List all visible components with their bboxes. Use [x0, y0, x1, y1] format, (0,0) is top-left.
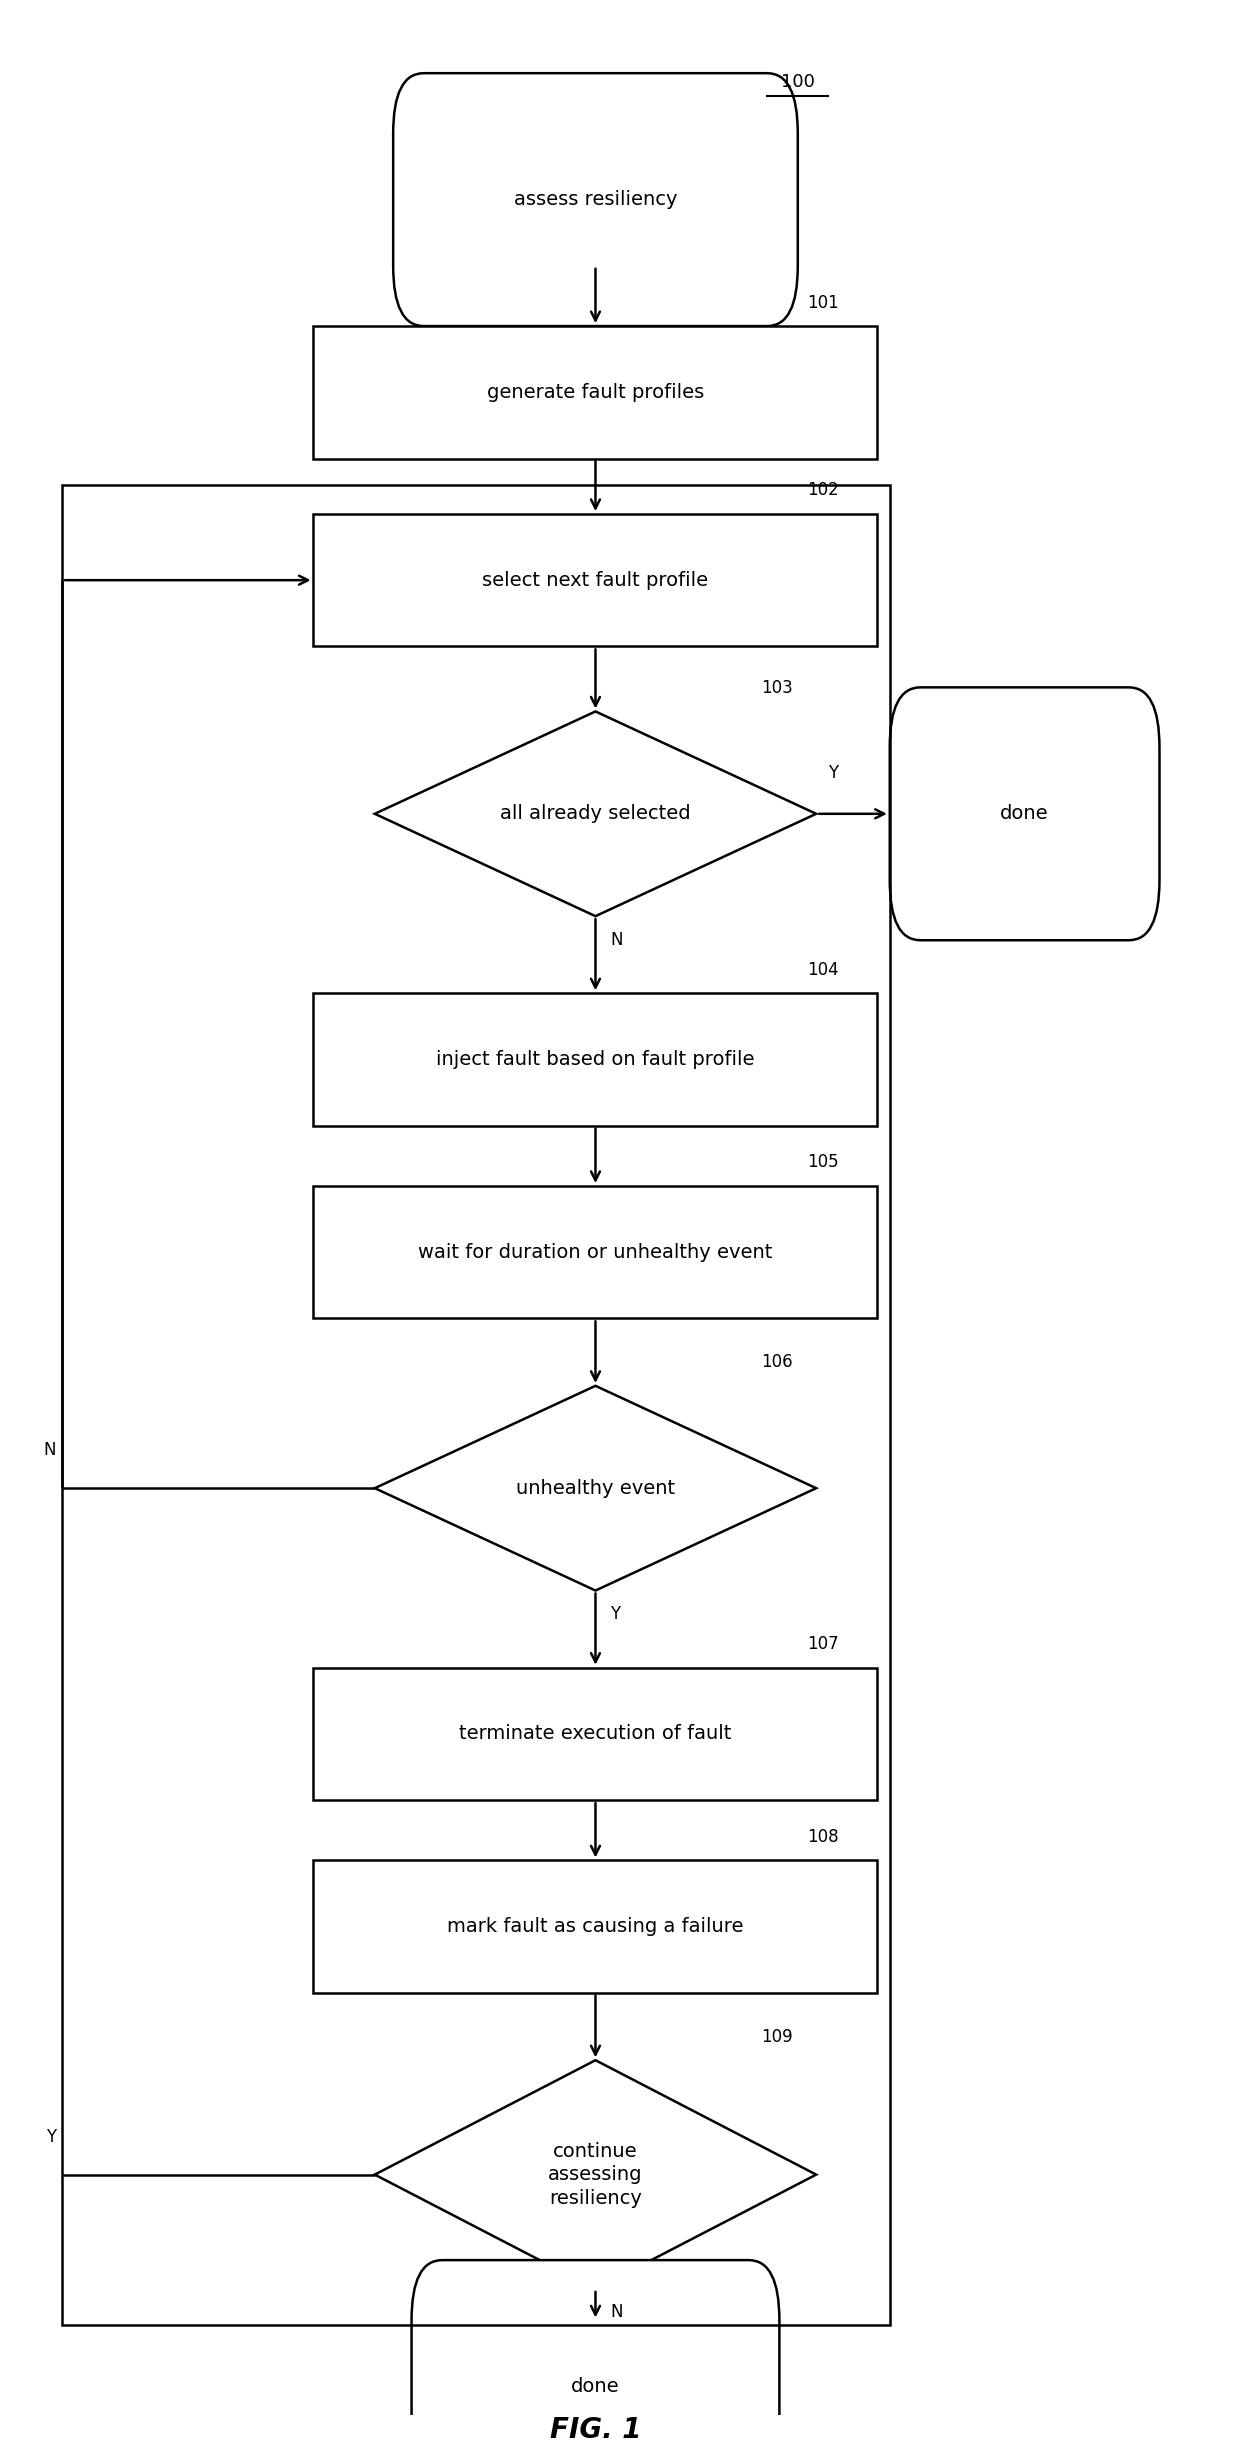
Text: generate fault profiles: generate fault profiles — [487, 384, 704, 401]
Bar — [314, 513, 878, 645]
Text: N: N — [610, 2303, 622, 2320]
Text: FIG. 1: FIG. 1 — [549, 2416, 641, 2445]
Text: wait for duration or unhealthy event: wait for duration or unhealthy event — [418, 1242, 773, 1262]
Text: select next fault profile: select next fault profile — [482, 570, 708, 589]
Bar — [314, 1861, 878, 1993]
Text: 101: 101 — [807, 293, 838, 311]
Polygon shape — [374, 711, 816, 917]
Text: unhealthy event: unhealthy event — [516, 1479, 675, 1499]
FancyBboxPatch shape — [890, 687, 1159, 941]
Text: 104: 104 — [807, 961, 838, 978]
Text: N: N — [43, 1440, 56, 1460]
Bar — [314, 1186, 878, 1318]
Text: N: N — [610, 932, 622, 949]
FancyBboxPatch shape — [412, 2259, 780, 2445]
Text: done: done — [1001, 804, 1049, 824]
Bar — [314, 993, 878, 1125]
Polygon shape — [374, 2061, 816, 2289]
Text: inject fault based on fault profile: inject fault based on fault profile — [436, 1049, 755, 1068]
Text: 108: 108 — [807, 1829, 838, 1846]
FancyBboxPatch shape — [393, 73, 797, 325]
Text: 106: 106 — [761, 1355, 792, 1372]
Bar — [62, 484, 890, 2325]
Text: 102: 102 — [807, 482, 838, 499]
Text: terminate execution of fault: terminate execution of fault — [459, 1724, 732, 1743]
Text: 109: 109 — [761, 2027, 792, 2046]
Text: all already selected: all already selected — [500, 804, 691, 824]
Text: 105: 105 — [807, 1154, 838, 1171]
Bar — [314, 325, 878, 460]
Text: 107: 107 — [807, 1636, 838, 1653]
Text: Y: Y — [46, 2127, 56, 2147]
Text: mark fault as causing a failure: mark fault as causing a failure — [448, 1917, 744, 1936]
Text: Y: Y — [828, 765, 838, 782]
Text: 100: 100 — [781, 73, 815, 90]
Text: continue
assessing
resiliency: continue assessing resiliency — [548, 2142, 642, 2208]
Text: 103: 103 — [761, 680, 792, 697]
Text: Y: Y — [610, 1604, 620, 1623]
Text: assess resiliency: assess resiliency — [513, 191, 677, 210]
Text: done: done — [572, 2377, 620, 2396]
Polygon shape — [374, 1386, 816, 1592]
Bar — [314, 1667, 878, 1800]
